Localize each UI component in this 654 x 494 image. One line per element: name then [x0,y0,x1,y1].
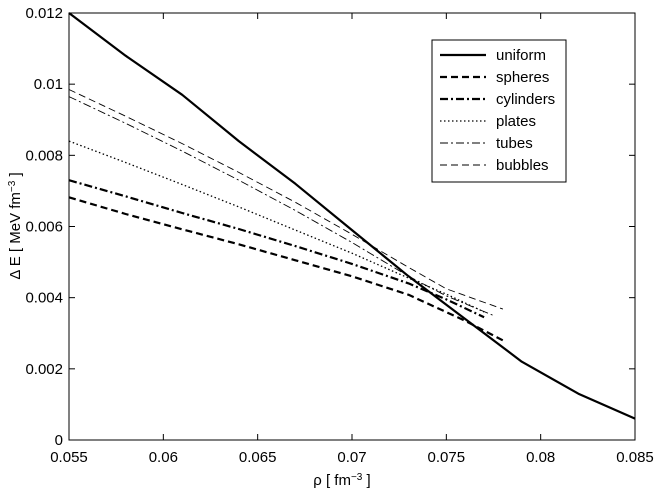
y-axis-label: Δ E [ MeV fm−3 ] [7,172,25,279]
y-tick-label: 0.008 [25,147,63,164]
x-tick-label: 0.065 [239,449,277,466]
y-tick-label: 0 [55,432,63,449]
legend: uniform spheres cylinders plates tubes bubble… [431,39,567,183]
x-tick-label: 0.075 [428,449,466,466]
x-tick-label: 0.08 [526,449,555,466]
series-line-plates [68,140,485,313]
legend-label-plates: plates [496,113,536,130]
y-axis-label-tail: ] [7,172,24,180]
x-axis-label-tail: ] [362,472,370,489]
series-line-spheres [68,196,504,342]
legend-label-uniform: uniform [496,47,546,64]
y-axis-label-superscript: −3 [7,180,18,192]
legend-label-spheres: spheres [496,69,549,86]
series-line-cylinders [68,179,485,319]
axis-ticks: 0.055 0.06 0.065 0.07 0.075 0.08 0.085 0 0.002 0.… [25,5,653,466]
x-axis-label: ρ [ fm−3 ] [313,472,370,490]
legend-box [431,39,567,183]
series-layer [68,12,636,420]
series-line-bubbles [68,89,504,310]
series-line-tubes [68,96,494,316]
y-tick-label: 0.01 [34,76,63,93]
x-tick-label: 0.055 [50,449,88,466]
y-tick-label: 0.012 [25,5,63,22]
y-tick-label: 0.006 [25,219,63,236]
x-tick-label: 0.085 [616,449,654,466]
x-axis-label-superscript: −3 [351,472,363,483]
y-tick-label: 0.004 [25,290,63,307]
x-tick-label: 0.06 [149,449,178,466]
series-line-uniform [68,12,636,420]
x-tick-label: 0.07 [337,449,366,466]
y-axis-label-main: Δ E [ MeV fm [7,192,24,280]
legend-label-bubbles: bubbles [496,157,549,174]
legend-label-cylinders: cylinders [496,91,555,108]
y-tick-label: 0.002 [25,361,63,378]
legend-label-tubes: tubes [496,135,533,152]
x-axis-label-main: ρ [ fm [313,472,351,489]
